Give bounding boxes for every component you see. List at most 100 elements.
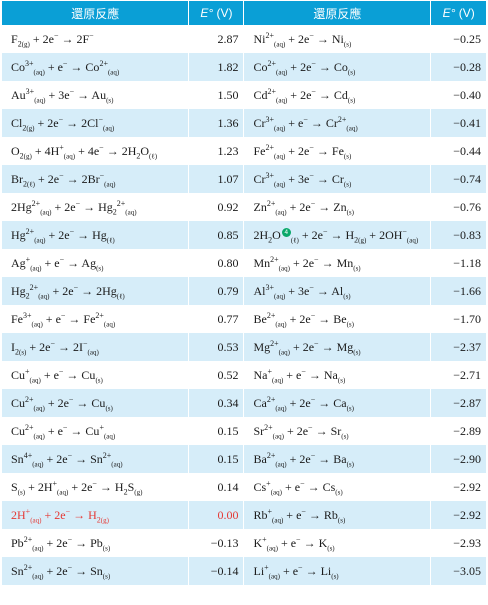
table-row: Co3+(aq) + e− → Co2+(aq) 1.82 Co2+(aq) + 2… (2, 53, 486, 81)
table-row: O2(g) + 4H+(aq) + 4e− → 2H2O(ℓ) 1.23 Fe2+(… (2, 137, 486, 165)
potential-left-cell: 0.15 (188, 417, 245, 445)
standard-reduction-potential-table: 還原反應 E° (V) 還原反應 E° (V) F2(g) + 2e− → 2F… (2, 1, 486, 585)
potential-right-cell: −1.18 (430, 249, 486, 277)
potential-right-cell: −0.25 (430, 25, 486, 53)
potential-right-cell: −3.05 (430, 557, 486, 585)
potential-left-cell: 0.92 (188, 193, 245, 221)
potential-right-cell: −0.83 (430, 221, 486, 249)
table-row: Cu+(aq) + e− → Cu(s) 0.52 Na+(aq) + e− → N… (2, 361, 486, 389)
reaction-right-cell: Mn2+(aq) + 2e− → Mn(s) (243, 249, 432, 277)
reaction-right-cell: Sr2+(aq) + 2e− → Sr(s) (243, 417, 432, 445)
potential-right-cell: −2.93 (430, 529, 486, 557)
potential-right-cell: −2.87 (430, 389, 486, 417)
potential-left-cell: 0.79 (188, 277, 245, 305)
table-body: F2(g) + 2e− → 2F− 2.87 Ni2+(aq) + 2e− → Ni… (2, 25, 486, 585)
note-marker-icon: 4 (281, 227, 291, 237)
e-symbol: E° (442, 6, 456, 20)
reaction-right-cell: Ba2+(aq) + 2e− → Ba(s) (243, 445, 432, 473)
reaction-left-cell: Cu2+(aq) + e− → Cu+(aq) (2, 417, 190, 445)
potential-right-cell: −1.66 (430, 277, 486, 305)
potential-right-cell: −0.28 (430, 53, 486, 81)
potential-left-cell: 0.52 (188, 361, 245, 389)
potential-right-cell: −0.76 (430, 193, 486, 221)
table-row: Hg2+(aq) + 2e− → Hg(ℓ) 0.85 2H2O 4(ℓ) + 2e−… (2, 221, 486, 249)
potential-left-cell: 0.15 (188, 445, 245, 473)
e-symbol: E° (200, 6, 214, 20)
table-header-row: 還原反應 E° (V) 還原反應 E° (V) (2, 1, 486, 25)
reaction-left-cell: Br2(ℓ) + 2e− → 2Br−(aq) (2, 165, 190, 193)
reaction-right-cell: Zn2+(aq) + 2e− → Zn(s) (243, 193, 432, 221)
table-row: 2H+(aq) + 2e− → H2(g) 0.00 Rb+(aq) + e− → … (2, 501, 486, 529)
reaction-left-cell: Cl2(g) + 2e− → 2Cl−(aq) (2, 109, 190, 137)
reaction-right-cell: Cr3+(aq) + 3e− → Cr(s) (243, 165, 432, 193)
reaction-right-cell: Co2+(aq) + 2e− → Co(s) (243, 53, 432, 81)
potential-left-cell: 1.23 (188, 137, 245, 165)
reaction-left-cell: Sn4+(aq) + 2e− → Sn2+(aq) (2, 445, 190, 473)
table-row: 2Hg2+(aq) + 2e− → Hg22+(aq) 0.92 Zn2+(aq) … (2, 193, 486, 221)
header-unit-right: (V) (458, 6, 475, 20)
header-reaction-left: 還原反應 (2, 1, 190, 25)
reaction-left-cell: S(s) + 2H+(aq) + 2e− → H2S(g) (2, 473, 190, 501)
potential-right-cell: −2.92 (430, 501, 486, 529)
potential-left-cell: 0.00 (188, 501, 245, 529)
reaction-right-cell: Na+(aq) + e− → Na(s) (243, 361, 432, 389)
potential-right-cell: −2.90 (430, 445, 486, 473)
reaction-left-cell: 2H+(aq) + 2e− → H2(g) (2, 501, 190, 529)
potential-right-cell: −1.70 (430, 305, 486, 333)
potential-left-cell: 1.07 (188, 165, 245, 193)
reaction-left-cell: Fe3+(aq) + e− → Fe2+(aq) (2, 305, 190, 333)
potential-table-container: 還原反應 E° (V) 還原反應 E° (V) F2(g) + 2e− → 2F… (2, 1, 486, 585)
table-row: Sn4+(aq) + 2e− → Sn2+(aq) 0.15 Ba2+(aq) + … (2, 445, 486, 473)
table-row: Pb2+(aq) + 2e− → Pb(s) −0.13 K+(aq) + e− →… (2, 529, 486, 557)
potential-right-cell: −0.74 (430, 165, 486, 193)
reaction-left-cell: Sn2+(aq) + 2e− → Sn(s) (2, 557, 190, 585)
potential-left-cell: 0.53 (188, 333, 245, 361)
header-unit-left: (V) (216, 6, 233, 20)
table-row: Fe3+(aq) + e− → Fe2+(aq) 0.77 Be2+(aq) + 2… (2, 305, 486, 333)
reaction-right-cell: K+(aq) + e− → K(s) (243, 529, 432, 557)
table-row: Hg22+(aq) + 2e− → 2Hg(ℓ) 0.79 Al3+(aq) + 3… (2, 277, 486, 305)
potential-right-cell: −2.37 (430, 333, 486, 361)
reaction-left-cell: Pb2+(aq) + 2e− → Pb(s) (2, 529, 190, 557)
potential-left-cell: 0.80 (188, 249, 245, 277)
reaction-right-cell: Cr3+(aq) + e− → Cr2+(aq) (243, 109, 432, 137)
potential-left-cell: 0.34 (188, 389, 245, 417)
potential-left-cell: 0.77 (188, 305, 245, 333)
potential-left-cell: 1.82 (188, 53, 245, 81)
reaction-left-cell: Cu+(aq) + e− → Cu(s) (2, 361, 190, 389)
potential-left-cell: 0.14 (188, 473, 245, 501)
potential-right-cell: −2.92 (430, 473, 486, 501)
table-row: Br2(ℓ) + 2e− → 2Br−(aq) 1.07 Cr3+(aq) + 3e… (2, 165, 486, 193)
reaction-right-cell: Ca2+(aq) + 2e− → Ca(s) (243, 389, 432, 417)
reaction-right-cell: Fe2+(aq) + 2e− → Fe(s) (243, 137, 432, 165)
reaction-right-cell: Cd2+(aq) + 2e− → Cd(s) (243, 81, 432, 109)
table-row: Cu2+(aq) + 2e− → Cu(s) 0.34 Ca2+(aq) + 2e−… (2, 389, 486, 417)
reaction-left-cell: Hg2+(aq) + 2e− → Hg(ℓ) (2, 221, 190, 249)
header-potential-left: E° (V) (188, 1, 245, 25)
reaction-left-cell: I2(s) + 2e− → 2I−(aq) (2, 333, 190, 361)
potential-left-cell: 1.36 (188, 109, 245, 137)
reaction-left-cell: Co3+(aq) + e− → Co2+(aq) (2, 53, 190, 81)
potential-right-cell: −0.44 (430, 137, 486, 165)
potential-left-cell: −0.13 (188, 529, 245, 557)
reaction-right-cell: Ni2+(aq) + 2e− → Ni(s) (243, 25, 432, 53)
reaction-left-cell: F2(g) + 2e− → 2F− (2, 25, 190, 53)
potential-left-cell: −0.14 (188, 557, 245, 585)
reaction-left-cell: Au3+(aq) + 3e− → Au(s) (2, 81, 190, 109)
table-row: Au3+(aq) + 3e− → Au(s) 1.50 Cd2+(aq) + 2e−… (2, 81, 486, 109)
reaction-right-cell: Cs+(aq) + e− → Cs(s) (243, 473, 432, 501)
table-row: I2(s) + 2e− → 2I−(aq) 0.53 Mg2+(aq) + 2e− … (2, 333, 486, 361)
reaction-left-cell: Ag+(aq) + e− → Ag(s) (2, 249, 190, 277)
table-row: Cu2+(aq) + e− → Cu+(aq) 0.15 Sr2+(aq) + 2e… (2, 417, 486, 445)
reaction-right-cell: Li+(aq) + e− → Li(s) (243, 557, 432, 585)
reaction-left-cell: Hg22+(aq) + 2e− → 2Hg(ℓ) (2, 277, 190, 305)
reaction-right-cell: Rb+(aq) + e− → Rb(s) (243, 501, 432, 529)
header-potential-right: E° (V) (430, 1, 486, 25)
table-row: Ag+(aq) + e− → Ag(s) 0.80 Mn2+(aq) + 2e− →… (2, 249, 486, 277)
reaction-right-cell: 2H2O 4(ℓ) + 2e− → H2(g) + 2OH−(aq) (243, 221, 432, 249)
potential-left-cell: 0.85 (188, 221, 245, 249)
potential-left-cell: 2.87 (188, 25, 245, 53)
potential-left-cell: 1.50 (188, 81, 245, 109)
reaction-left-cell: 2Hg2+(aq) + 2e− → Hg22+(aq) (2, 193, 190, 221)
reaction-left-cell: Cu2+(aq) + 2e− → Cu(s) (2, 389, 190, 417)
